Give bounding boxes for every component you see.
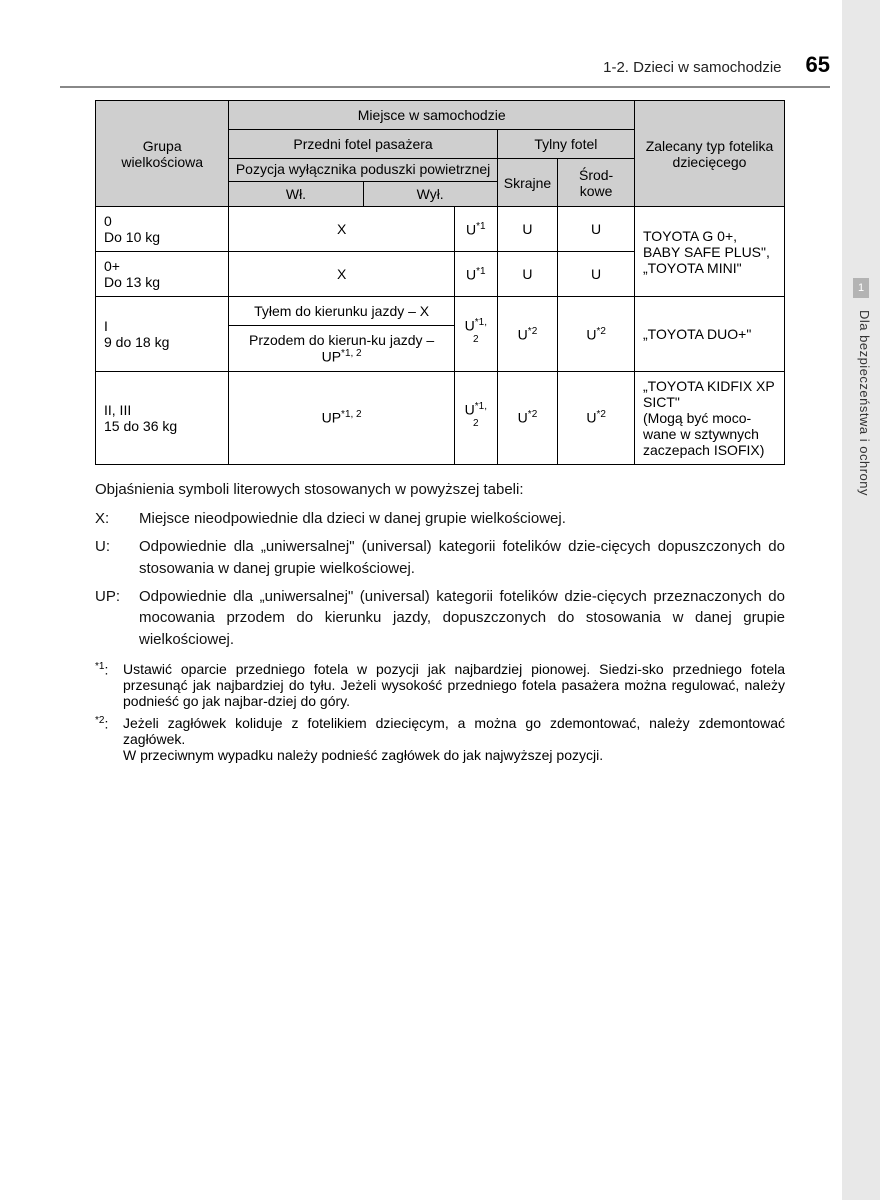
th-grupa: Grupa wielkościowa <box>96 101 229 207</box>
cell-2-sro: U*2 <box>558 297 635 372</box>
legend-x-def: Miejsce nieodpowiednie dla dzieci w dane… <box>139 508 785 530</box>
cell-3-wl: UP*1, 2 <box>229 371 454 464</box>
cell-3-sro: U*2 <box>558 371 635 464</box>
footnote-2-sym: *2: <box>95 715 117 763</box>
th-pozycja: Pozycja wyłącznika poduszki powietrznej … <box>229 159 497 207</box>
cell-2-skr: U*2 <box>497 297 557 372</box>
cell-0-sro: U <box>558 207 635 252</box>
cell-2-wl-a: Tyłem do kierunku jazdy – X <box>229 297 454 326</box>
cell-group-0: 0 Do 10 kg <box>96 207 229 252</box>
section-title: 1-2. Dzieci w samochodzie <box>603 59 781 76</box>
page-number: 65 <box>806 52 830 78</box>
cell-3-rec: „TOYOTA KIDFIX XP SICT" (Mogą być moco-w… <box>635 371 785 464</box>
page: 1 Dla bezpieczeństwa i ochrony 1-2. Dzie… <box>0 0 880 1200</box>
cell-1-wl: X <box>229 252 454 297</box>
legend-u-sym: U: <box>95 536 129 580</box>
footnotes-block: *1: Ustawić oparcie przedniego fotela w … <box>95 661 785 763</box>
seat-table: Grupa wielkościowa Miejsce w samochodzie… <box>95 100 785 465</box>
cell-0-wyl: U*1 <box>454 207 497 252</box>
th-tylny: Tylny fotel <box>497 130 634 159</box>
chapter-badge: 1 <box>853 278 869 298</box>
th-wyl: Wył. <box>364 182 497 206</box>
cell-3-wyl: U*1, 2 <box>454 371 497 464</box>
side-tab: 1 Dla bezpieczeństwa i ochrony <box>842 0 880 1200</box>
page-header: 1-2. Dzieci w samochodzie 65 <box>60 52 830 88</box>
chapter-title-vertical: Dla bezpieczeństwa i ochrony <box>857 310 872 496</box>
legend-block: Objaśnienia symboli literowych stosowany… <box>95 479 785 651</box>
footnote-1-sym: *1: <box>95 661 117 709</box>
th-miejsce: Miejsce w samochodzie <box>229 101 635 130</box>
content-area: Grupa wielkościowa Miejsce w samochodzie… <box>95 100 785 769</box>
cell-group-II-III: II, III 15 do 36 kg <box>96 371 229 464</box>
cell-1-sro: U <box>558 252 635 297</box>
legend-intro: Objaśnienia symboli literowych stosowany… <box>95 479 785 501</box>
cell-1-skr: U <box>497 252 557 297</box>
cell-1-wyl: U*1 <box>454 252 497 297</box>
cell-2-wl-b: Przodem do kierun-ku jazdy – UP*1, 2 <box>229 326 454 372</box>
cell-0-skr: U <box>497 207 557 252</box>
legend-up-sym: UP: <box>95 586 129 651</box>
cell-2-rec: „TOYOTA DUO+" <box>635 297 785 372</box>
cell-group-I: I 9 do 18 kg <box>96 297 229 372</box>
th-wl: Wł. <box>229 182 363 206</box>
cell-0-rec: TOYOTA G 0+, BABY SAFE PLUS", „TOYOTA MI… <box>635 207 785 297</box>
th-zalecany: Zalecany typ fotelika dziecięcego <box>635 101 785 207</box>
th-pozycja-text: Pozycja wyłącznika poduszki powietrznej <box>231 161 494 177</box>
th-skrajne: Skrajne <box>497 159 557 207</box>
legend-up-def: Odpowiednie dla „uniwersalnej" (universa… <box>139 586 785 651</box>
th-srodkowe: Środ-kowe <box>558 159 635 207</box>
footnote-1-def: Ustawić oparcie przedniego fotela w pozy… <box>123 661 785 709</box>
cell-group-0plus: 0+ Do 13 kg <box>96 252 229 297</box>
footnote-2-def: Jeżeli zagłówek koliduje z fotelikiem dz… <box>123 715 785 763</box>
legend-u-def: Odpowiednie dla „uniwersalnej" (universa… <box>139 536 785 580</box>
th-przedni: Przedni fotel pasażera <box>229 130 497 159</box>
cell-0-wl: X <box>229 207 454 252</box>
cell-3-skr: U*2 <box>497 371 557 464</box>
legend-x-sym: X: <box>95 508 129 530</box>
cell-2-wyl: U*1, 2 <box>454 297 497 372</box>
